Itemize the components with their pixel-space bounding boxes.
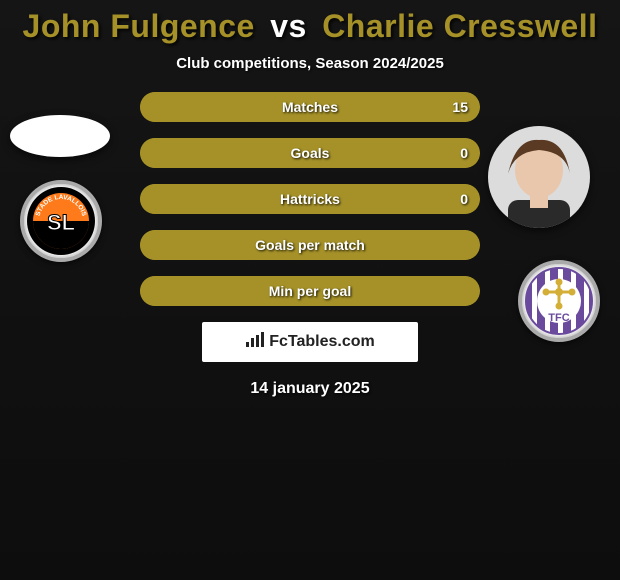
stat-value-right: 0 <box>460 145 468 161</box>
comparison-bars: Matches 15 Goals 0 Hattricks 0 Goals per match… <box>140 92 480 306</box>
stat-label: Goals per match <box>255 237 365 253</box>
date-label: 14 january 2025 <box>0 380 620 398</box>
stat-value-right: 15 <box>452 99 468 115</box>
stat-row: Goals 0 <box>140 138 480 168</box>
stat-label: Min per goal <box>269 283 351 299</box>
stat-row: Min per goal <box>140 276 480 306</box>
stat-value-right: 0 <box>460 191 468 207</box>
stat-row: Matches 15 <box>140 92 480 122</box>
watermark: FcTables.com <box>202 322 418 362</box>
title-player1: John Fulgence <box>23 8 255 44</box>
stat-row: Goals per match <box>140 230 480 260</box>
stat-label: Matches <box>282 99 338 115</box>
comparison-block: Matches 15 Goals 0 Hattricks 0 Goals per match… <box>0 92 620 398</box>
subtitle: Club competitions, Season 2024/2025 <box>0 55 620 72</box>
page-title: John Fulgence vs Charlie Cresswell <box>0 8 620 45</box>
title-block: John Fulgence vs Charlie Cresswell Club … <box>0 0 620 72</box>
stat-row: Hattricks 0 <box>140 184 480 214</box>
watermark-chart-icon <box>245 332 265 353</box>
stat-label: Hattricks <box>280 191 340 207</box>
watermark-text: FcTables.com <box>269 333 375 351</box>
stat-label: Goals <box>291 145 330 161</box>
title-vs: vs <box>270 8 307 44</box>
title-player2: Charlie Cresswell <box>322 8 597 44</box>
